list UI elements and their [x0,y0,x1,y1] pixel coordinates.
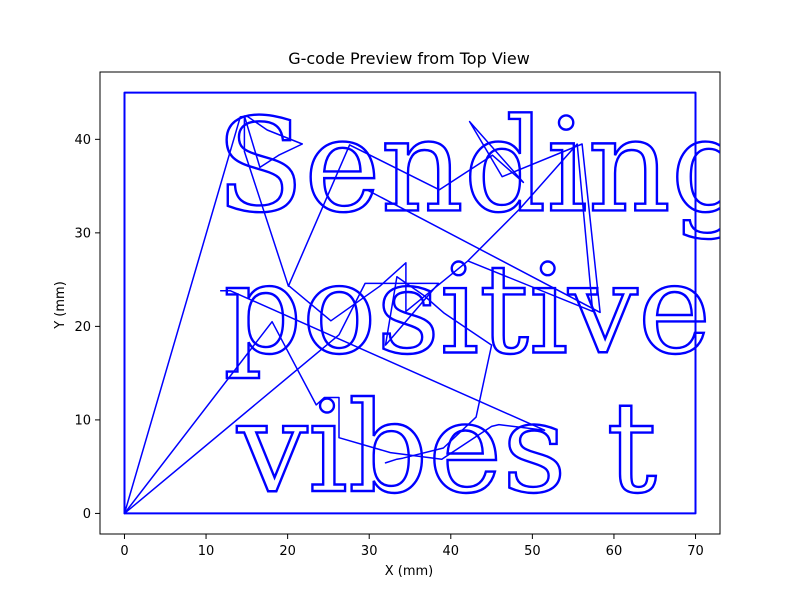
engraved-text-2: positive [223,239,711,383]
y-tick-label: 30 [74,226,91,241]
y-tick-label: 10 [74,413,91,428]
toolpath-travel-line-4 [123,276,493,515]
x-tick-label: 50 [524,544,541,559]
x-tick-label: 60 [606,544,623,559]
x-tick-label: 10 [198,544,215,559]
toolpath-series [123,91,697,515]
toolpath-border-line [123,91,697,515]
x-tick-label: 30 [361,544,378,559]
x-axis-label: X (mm) [385,564,434,579]
x-axis-ticks: 0 10 20 30 40 50 60 70 [120,534,704,559]
engraved-text-1: Sending [216,91,754,241]
x-tick-label: 20 [279,544,296,559]
x-tick-label: 40 [443,544,460,559]
chart-title: G-code Preview from Top View [288,49,530,68]
engraved-text-3: vibes t [236,375,657,521]
y-tick-label: 0 [83,507,91,522]
toolpath-travel-line-3 [123,290,546,515]
y-axis-ticks: 0 10 20 30 40 [74,133,100,522]
y-axis-label: Y (mm) [53,281,68,330]
y-tick-label: 20 [74,320,91,335]
toolpath-travel-line-1 [123,115,601,515]
x-tick-label: 70 [687,544,704,559]
x-tick-label: 0 [120,544,128,559]
y-tick-label: 40 [74,133,91,148]
